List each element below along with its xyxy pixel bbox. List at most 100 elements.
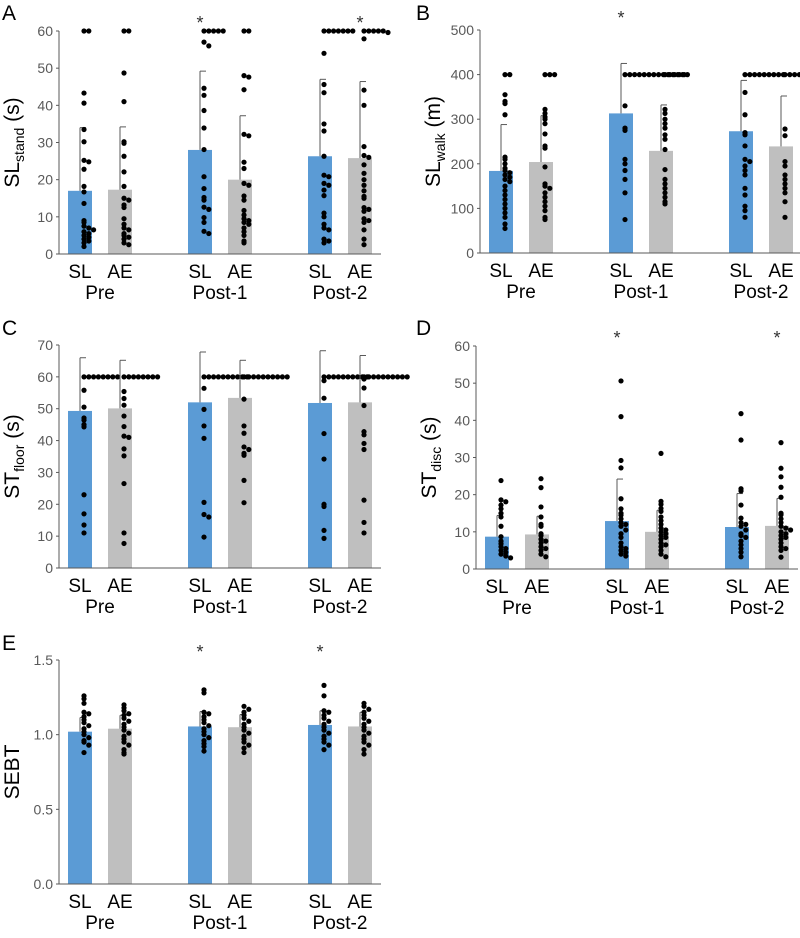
x-group-label: Post-1 [193,913,248,933]
data-point [385,374,391,380]
data-point [662,121,668,127]
data-point [502,192,508,198]
data-point [355,374,361,380]
data-point [782,172,788,178]
data-point [742,132,748,138]
data-point [738,523,744,529]
data-point [321,682,327,688]
data-point [658,518,664,524]
data-point [502,172,508,178]
panel-letter: A [2,2,16,25]
data-point [246,730,252,736]
data-point [782,72,788,78]
data-point [738,519,744,526]
x-series-label: AE [764,577,789,598]
data-point [81,157,87,163]
data-point [632,72,638,78]
data-point [321,715,327,721]
y-tick-label: 50 [37,60,53,76]
data-point [321,395,327,401]
y-tick-label: 50 [454,375,470,391]
y-label-main: ST [1,472,24,499]
data-point [321,193,327,199]
panel-letter: E [2,632,16,655]
data-point [742,112,748,118]
data-point [538,514,544,520]
data-point [502,72,508,78]
y-label-subscript: walk [432,132,448,162]
data-point [121,236,127,242]
data-point [752,72,758,78]
data-point [738,545,744,552]
y-tick-label: 10 [37,528,53,544]
data-point [206,206,212,212]
data-point [742,185,748,191]
significance-asterisk: * [773,328,780,348]
bar-sl-post-2 [308,724,332,884]
y-tick-label: 30 [37,135,53,151]
data-point [326,174,332,180]
data-point [538,544,544,550]
data-point [538,551,544,557]
data-point [121,708,127,714]
data-point [350,28,356,34]
data-point [366,730,372,736]
data-point [206,711,212,717]
data-point [241,87,247,93]
data-point [215,374,221,380]
data-point [778,536,784,542]
significance-asterisk: * [356,13,363,33]
data-point [542,116,548,122]
data-point [81,139,87,145]
data-point [81,709,87,715]
data-point [738,532,744,539]
significance-asterisk: * [613,328,620,348]
data-point [91,227,97,233]
data-point [778,516,784,522]
data-point [361,36,367,42]
data-point [321,221,327,227]
data-point [121,140,127,146]
y-label-main: SL [422,161,445,187]
data-point [738,502,744,508]
data-point [105,374,111,380]
bar-sl-post-1 [188,402,212,568]
data-point [81,183,87,189]
data-point [241,165,247,172]
data-point [361,28,367,34]
data-point [361,751,367,757]
data-point [658,547,664,554]
data-point [121,232,127,239]
data-point [121,216,127,222]
data-point [502,225,508,232]
data-point [503,553,509,559]
data-point [766,72,772,78]
x-series-label: SL [489,261,512,282]
data-point [663,554,669,560]
data-point [206,28,212,34]
data-point [121,480,127,487]
data-point [498,510,504,516]
x-series-label: AE [227,262,252,283]
data-point [121,715,127,721]
panel-letter: C [2,317,17,340]
data-point [201,197,207,203]
data-point [662,116,668,122]
data-point [321,708,327,714]
data-point [663,542,669,548]
data-point [756,72,763,78]
data-point [742,89,748,96]
data-point [321,187,327,193]
data-point [361,519,367,526]
data-point [543,554,549,560]
data-point [662,125,668,131]
x-group-label: Post-2 [734,282,789,303]
data-point [503,549,509,555]
data-point [81,522,87,528]
data-point [326,709,332,715]
data-point [241,749,247,756]
data-point [776,72,782,78]
data-point [241,159,247,165]
y-tick-label: 30 [37,464,53,480]
